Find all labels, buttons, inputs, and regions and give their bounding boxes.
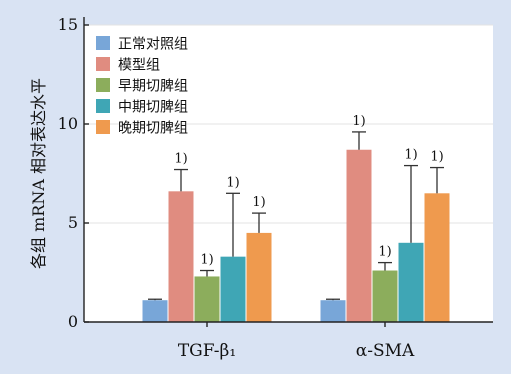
legend-label-2: 早期切脾组 bbox=[118, 79, 188, 95]
bar-s1-c1 bbox=[346, 149, 372, 322]
annotation-s1-c0: 1) bbox=[174, 152, 187, 167]
annotation-s2-c0: 1) bbox=[200, 253, 213, 268]
legend-label-3: 中期切脾组 bbox=[118, 100, 188, 116]
legend-swatch-3 bbox=[96, 99, 110, 113]
y-axis-title: 各组 mRNA 相对表达水平 bbox=[29, 78, 48, 269]
bar-s1-c0 bbox=[168, 191, 194, 322]
bar-s2-c0 bbox=[194, 276, 220, 322]
category-label-1: α-SMA bbox=[356, 341, 415, 361]
bar-s3-c1 bbox=[398, 242, 424, 322]
y-tick-label-3: 15 bbox=[58, 15, 78, 34]
annotation-s3-c0: 1) bbox=[226, 175, 239, 190]
bar-s0-c0 bbox=[142, 300, 168, 322]
bar-s0-c1 bbox=[320, 300, 346, 322]
annotation-s1-c1: 1) bbox=[352, 114, 365, 129]
bar-s2-c1 bbox=[372, 270, 398, 322]
annotation-s4-c1: 1) bbox=[430, 150, 443, 165]
legend-swatch-1 bbox=[96, 57, 110, 71]
legend-swatch-4 bbox=[96, 120, 110, 134]
legend-swatch-0 bbox=[96, 36, 110, 50]
legend-label-0: 正常对照组 bbox=[118, 37, 188, 53]
legend-swatch-2 bbox=[96, 78, 110, 92]
bar-s4-c1 bbox=[424, 193, 450, 322]
y-tick-label-1: 5 bbox=[68, 213, 78, 232]
annotation-s3-c1: 1) bbox=[404, 148, 417, 163]
y-tick-label-2: 10 bbox=[58, 114, 78, 133]
legend-label-4: 晚期切脾组 bbox=[118, 121, 188, 137]
annotation-s4-c0: 1) bbox=[252, 195, 265, 210]
category-label-0: TGF-β₁ bbox=[178, 341, 236, 361]
bar-s4-c0 bbox=[246, 232, 272, 322]
annotation-s2-c1: 1) bbox=[378, 245, 391, 260]
legend-label-1: 模型组 bbox=[118, 58, 160, 74]
bar-s3-c0 bbox=[220, 256, 246, 322]
y-tick-label-0: 0 bbox=[68, 312, 78, 331]
